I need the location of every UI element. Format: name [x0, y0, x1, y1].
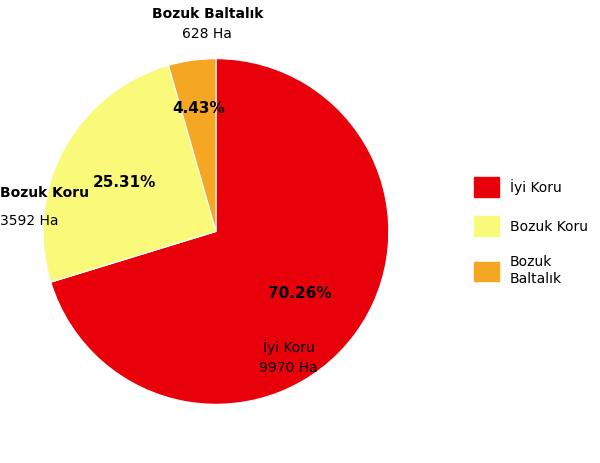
- Text: 9970 Ha: 9970 Ha: [259, 361, 318, 375]
- Text: Bozuk Koru: Bozuk Koru: [0, 187, 89, 200]
- Text: İyi Koru: İyi Koru: [263, 338, 314, 355]
- Text: 70.26%: 70.26%: [268, 286, 331, 300]
- Text: 628 Ha: 628 Ha: [182, 27, 232, 41]
- Text: 3592 Ha: 3592 Ha: [0, 214, 59, 228]
- Wedge shape: [51, 59, 389, 404]
- Text: Bozuk Baltalık: Bozuk Baltalık: [152, 6, 263, 21]
- Text: 4.43%: 4.43%: [172, 101, 225, 116]
- Wedge shape: [43, 65, 216, 282]
- Text: 25.31%: 25.31%: [93, 175, 157, 189]
- Legend: İyi Koru, Bozuk Koru, Bozuk
Baltalık: İyi Koru, Bozuk Koru, Bozuk Baltalık: [473, 177, 587, 286]
- Wedge shape: [169, 59, 216, 232]
